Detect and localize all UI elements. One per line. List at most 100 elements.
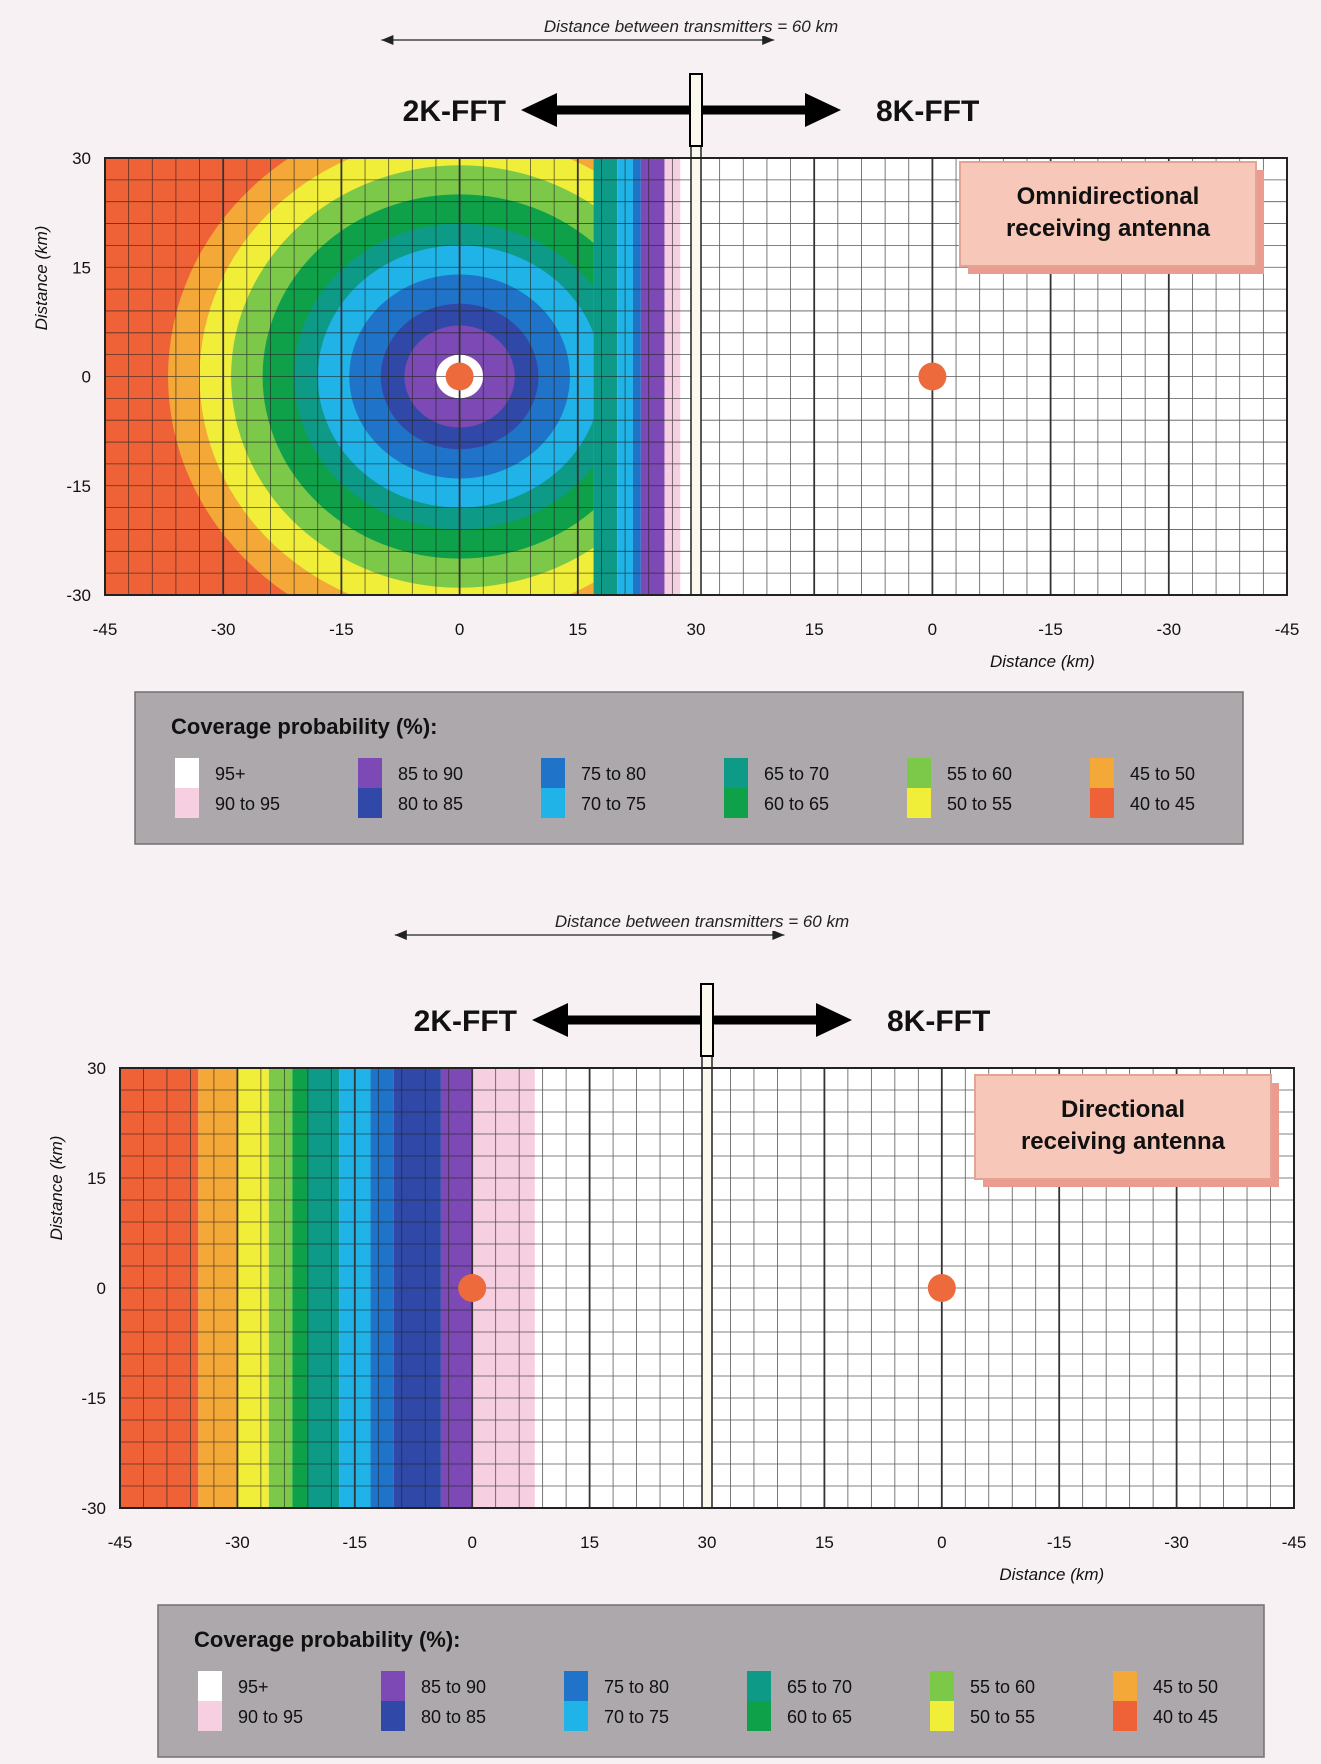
legend-entry-label: 45 to 50 [1153, 1677, 1218, 1697]
legend-swatch [198, 1671, 222, 1701]
legend-swatch [541, 788, 565, 818]
plot-frame [104, 157, 1288, 596]
legend-entry-label: 50 to 55 [970, 1707, 1035, 1727]
transmitter-marker [458, 1274, 487, 1302]
x-tick-label: 15 [580, 1533, 599, 1552]
x-axis-label: Distance (km) [990, 652, 1095, 671]
legend-swatch [747, 1671, 771, 1701]
legend-box [157, 1604, 1265, 1758]
fft-arrow-right-icon [805, 93, 841, 127]
fft-divider-post [689, 73, 703, 147]
fft-arrow-left-icon [521, 93, 557, 127]
x-tick-label: 0 [928, 620, 937, 639]
network-divider [701, 997, 713, 1509]
fft-arrow-right-icon [816, 1003, 852, 1037]
legend-swatch [907, 758, 931, 788]
legend-entry-label: 75 to 80 [581, 764, 646, 784]
legend-entry-label: 90 to 95 [215, 794, 280, 814]
legend-swatch [747, 1701, 771, 1731]
transmitter-spacing-label: Distance between transmitters = 60 km [544, 17, 838, 36]
fft-left-label: 2K-FFT [414, 1005, 517, 1038]
x-tick-label: 30 [698, 1533, 717, 1552]
legend-title: Coverage probability (%): [171, 714, 437, 739]
x-tick-label: -45 [1275, 620, 1300, 639]
legend-entry-label: 80 to 85 [398, 794, 463, 814]
legend-entry-label: 90 to 95 [238, 1707, 303, 1727]
spacing-label-bg [526, 16, 866, 36]
x-tick-label: 0 [455, 620, 464, 639]
x-tick-label: -30 [225, 1533, 250, 1552]
legend-entry-label: 70 to 75 [604, 1707, 669, 1727]
x-tick-label: 15 [815, 1533, 834, 1552]
y-tick-label: 0 [97, 1279, 106, 1298]
legend-entry-label: 45 to 50 [1130, 764, 1195, 784]
legend-entry-label: 55 to 60 [947, 764, 1012, 784]
x-tick-label: -15 [1047, 1533, 1072, 1552]
x-axis-label: Distance (km) [999, 1565, 1104, 1584]
legend-swatch [724, 758, 748, 788]
x-tick-label: -45 [108, 1533, 133, 1552]
x-tick-label: 15 [568, 620, 587, 639]
y-tick-label: 30 [87, 1059, 106, 1078]
network-divider [690, 87, 702, 596]
arrowhead-left-icon [381, 35, 394, 45]
legend-swatch [1113, 1671, 1137, 1701]
x-tick-label: 0 [467, 1533, 476, 1552]
legend-entry-label: 95+ [238, 1677, 269, 1697]
legend-entry-label: 40 to 45 [1130, 794, 1195, 814]
legend-swatch [930, 1701, 954, 1731]
legend-entry-label: 85 to 90 [398, 764, 463, 784]
y-tick-label: 0 [82, 368, 91, 387]
x-tick-label: -45 [1282, 1533, 1307, 1552]
y-tick-label: -30 [81, 1499, 106, 1518]
spacing-label-bg [537, 911, 877, 931]
arrowhead-left-icon [394, 930, 407, 940]
y-axis-label: Distance (km) [32, 226, 51, 331]
legend-swatch [358, 788, 382, 818]
y-tick-label: 15 [87, 1169, 106, 1188]
legend-swatch [724, 788, 748, 818]
legend-swatch [381, 1701, 405, 1731]
x-tick-label: -30 [1164, 1533, 1189, 1552]
legend-entry-label: 60 to 65 [764, 794, 829, 814]
transmitter-marker [927, 1274, 956, 1302]
legend-swatch [930, 1671, 954, 1701]
legend-entry-label: 95+ [215, 764, 246, 784]
antenna-label-box [959, 161, 1257, 267]
legend-entry-label: 70 to 75 [581, 794, 646, 814]
legend-swatch [1090, 788, 1114, 818]
x-tick-label: -15 [343, 1533, 368, 1552]
legend-swatch [198, 1701, 222, 1731]
legend-entry-label: 40 to 45 [1153, 1707, 1218, 1727]
y-tick-label: -15 [66, 477, 91, 496]
arrowhead-right-icon [762, 35, 775, 45]
transmitter-marker [918, 362, 947, 391]
x-tick-label: -45 [93, 620, 118, 639]
x-tick-label: 30 [687, 620, 706, 639]
legend-swatch [541, 758, 565, 788]
x-tick-label: -15 [329, 620, 354, 639]
antenna-label-line1: Directional [1061, 1096, 1185, 1123]
y-tick-label: 30 [72, 149, 91, 168]
x-tick-label: 15 [805, 620, 824, 639]
x-tick-label: -30 [1157, 620, 1182, 639]
legend-box [134, 691, 1244, 845]
legend-swatch [1090, 758, 1114, 788]
legend-entry-label: 65 to 70 [787, 1677, 852, 1697]
legend-swatch [175, 788, 199, 818]
legend-entry-label: 60 to 65 [787, 1707, 852, 1727]
antenna-label-box [974, 1074, 1272, 1180]
fft-divider-post [700, 983, 714, 1057]
legend-title: Coverage probability (%): [194, 1627, 460, 1652]
legend-entry-label: 65 to 70 [764, 764, 829, 784]
x-tick-label: -30 [211, 620, 236, 639]
legend-swatch [564, 1671, 588, 1701]
legend-swatch [907, 788, 931, 818]
antenna-label-line1: Omnidirectional [1017, 183, 1200, 210]
legend-swatch [564, 1701, 588, 1731]
y-axis-label: Distance (km) [47, 1136, 66, 1241]
legend-entry-label: 50 to 55 [947, 794, 1012, 814]
